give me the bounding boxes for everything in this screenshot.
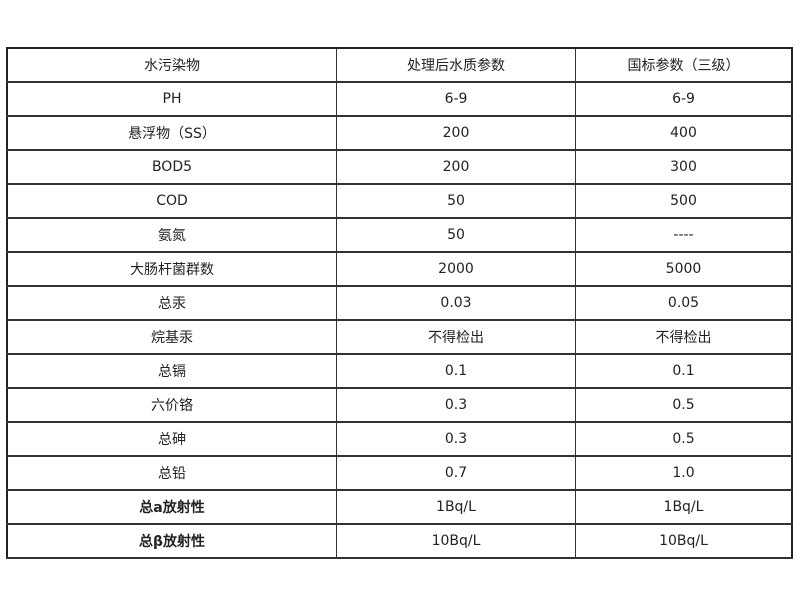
cell-standard: 0.05 (575, 285, 793, 321)
table-row: 悬浮物（SS） 200 400 (6, 115, 793, 151)
cell-standard: 500 (575, 183, 793, 219)
cell-pollutant: 悬浮物（SS） (6, 115, 337, 151)
cell-treated: 0.3 (336, 421, 576, 457)
cell-treated: 不得检出 (336, 319, 576, 355)
cell-pollutant: 烷基汞 (6, 319, 337, 355)
table-row: 烷基汞 不得检出 不得检出 (6, 319, 793, 355)
cell-treated: 0.03 (336, 285, 576, 321)
cell-pollutant: COD (6, 183, 337, 219)
cell-standard: 0.5 (575, 387, 793, 423)
cell-pollutant: PH (6, 81, 337, 117)
cell-treated: 0.3 (336, 387, 576, 423)
table-row: 总β放射性 10Bq/L 10Bq/L (6, 523, 793, 559)
header-standard: 国标参数（三级） (575, 47, 793, 83)
cell-standard: 6-9 (575, 81, 793, 117)
cell-standard: 0.5 (575, 421, 793, 457)
cell-standard: 10Bq/L (575, 523, 793, 559)
cell-treated: 10Bq/L (336, 523, 576, 559)
table-row: 大肠杆菌群数 2000 5000 (6, 251, 793, 287)
cell-standard: 不得检出 (575, 319, 793, 355)
cell-treated: 2000 (336, 251, 576, 287)
table-row: 氨氮 50 ---- (6, 217, 793, 253)
cell-standard: 1Bq/L (575, 489, 793, 525)
cell-pollutant: 总β放射性 (6, 523, 337, 559)
table-row: 总砷 0.3 0.5 (6, 421, 793, 457)
cell-treated: 50 (336, 217, 576, 253)
cell-treated: 0.1 (336, 353, 576, 389)
water-quality-table: 水污染物 处理后水质参数 国标参数（三级） PH 6-9 6-9 悬浮物（SS） 200… (6, 47, 793, 559)
cell-pollutant: 大肠杆菌群数 (6, 251, 337, 287)
cell-treated: 200 (336, 149, 576, 185)
cell-pollutant: 总镉 (6, 353, 337, 389)
table-row: 总a放射性 1Bq/L 1Bq/L (6, 489, 793, 525)
cell-pollutant: 总砷 (6, 421, 337, 457)
table-row: PH 6-9 6-9 (6, 81, 793, 117)
table-row: COD 50 500 (6, 183, 793, 219)
cell-standard: 400 (575, 115, 793, 151)
cell-treated: 200 (336, 115, 576, 151)
cell-treated: 6-9 (336, 81, 576, 117)
cell-pollutant: 总汞 (6, 285, 337, 321)
cell-standard: 300 (575, 149, 793, 185)
cell-standard: 1.0 (575, 455, 793, 491)
table-row: BOD5 200 300 (6, 149, 793, 185)
table-header-row: 水污染物 处理后水质参数 国标参数（三级） (6, 47, 793, 83)
table-row: 总镉 0.1 0.1 (6, 353, 793, 389)
cell-pollutant: 总a放射性 (6, 489, 337, 525)
cell-pollutant: 六价铬 (6, 387, 337, 423)
cell-pollutant: BOD5 (6, 149, 337, 185)
cell-standard: 5000 (575, 251, 793, 287)
cell-treated: 0.7 (336, 455, 576, 491)
cell-pollutant: 总铅 (6, 455, 337, 491)
cell-treated: 50 (336, 183, 576, 219)
header-pollutant: 水污染物 (6, 47, 337, 83)
cell-pollutant: 氨氮 (6, 217, 337, 253)
cell-treated: 1Bq/L (336, 489, 576, 525)
table-row: 总铅 0.7 1.0 (6, 455, 793, 491)
header-treated: 处理后水质参数 (336, 47, 576, 83)
table-row: 六价铬 0.3 0.5 (6, 387, 793, 423)
cell-standard: ---- (575, 217, 793, 253)
cell-standard: 0.1 (575, 353, 793, 389)
table-row: 总汞 0.03 0.05 (6, 285, 793, 321)
